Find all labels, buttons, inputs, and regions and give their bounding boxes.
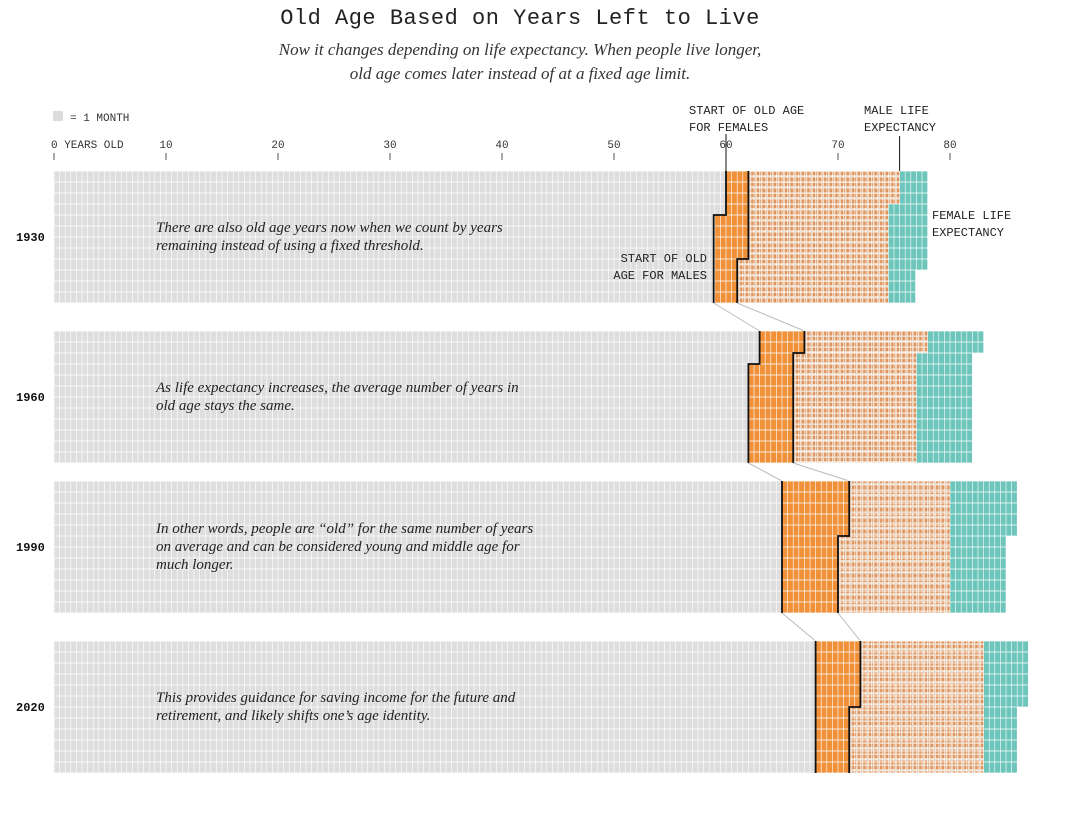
panel-text-line: This provides guidance for saving income… (156, 690, 516, 706)
row-old-age-segment (737, 281, 889, 292)
annotation-male-life-expectancy: MALE LIFE (864, 104, 929, 118)
row-after-male-segment (888, 292, 916, 303)
year-label-1990: 1990 (16, 541, 45, 555)
panel-connector-line (781, 612, 816, 642)
x-tick-label: 10 (159, 140, 172, 152)
row-after-male-segment (888, 270, 916, 281)
annotation-male-old-age-start: START OF OLD (621, 252, 707, 266)
year-label-2020: 2020 (16, 701, 45, 715)
x-tick-label: 50 (607, 140, 620, 152)
row-pre-old-age (54, 248, 714, 259)
row-gap-segment (713, 226, 749, 237)
row-after-male-segment (888, 215, 928, 226)
panel-text-line: on average and can be considered young a… (156, 539, 520, 555)
row-pre-old-age (54, 259, 714, 270)
row-old-age-segment (737, 270, 889, 281)
row-after-male-segment (888, 204, 928, 215)
row-old-age-segment (748, 182, 900, 193)
x-tick-label: 0 YEARS OLD (51, 140, 124, 152)
row-old-age-segment (748, 215, 889, 226)
panel-1990: 1990 In other words, people are “old” for… (16, 480, 1018, 642)
row-gap-segment (713, 292, 738, 303)
female-old-age-boundary (712, 171, 727, 303)
panel-text-line: There are also old age years now when we… (156, 220, 503, 236)
x-axis: 0 YEARS OLD 10 20 30 40 50 60 70 80 (51, 140, 957, 160)
panel-connector-line (837, 612, 861, 642)
row-gap-segment (713, 237, 749, 248)
male-old-age-boundary (792, 331, 806, 463)
chart-subtitle: Now it changes depending on life expecta… (0, 38, 1040, 86)
chart-title: Old Age Based on Years Left to Live (280, 6, 760, 31)
row-after-male-segment (888, 259, 928, 270)
subtitle-line-2: old age comes later instead of at a fixe… (349, 64, 691, 83)
subtitle-line-1: Now it changes depending on life expecta… (278, 40, 762, 59)
x-tick-label: 30 (383, 140, 396, 152)
annotations: START OF OLD AGE FOR FEMALES MALE LIFE EXPE… (613, 104, 1011, 283)
row-old-age-segment (748, 204, 889, 215)
panel-text-line: remaining instead of using a fixed thres… (156, 238, 424, 254)
row-after-male-segment (899, 182, 928, 193)
row-gap-segment (713, 259, 738, 270)
waffle-grid (53, 640, 1029, 774)
annotation-female-old-age-start: START OF OLD AGE (689, 104, 804, 118)
row-old-age-segment (748, 171, 900, 182)
panel-text-line: much longer. (156, 557, 234, 573)
row-gap-segment (713, 270, 738, 281)
row-after-male-segment (888, 237, 928, 248)
x-tick-label: 20 (271, 140, 284, 152)
panel-connector-line (737, 302, 805, 332)
row-old-age-segment (737, 292, 889, 303)
panel-connector-line (793, 462, 850, 482)
panel-1960: 1960 As life expectancy increases, the av… (16, 330, 984, 482)
year-label-1930: 1930 (16, 231, 45, 245)
panel-text-line: As life expectancy increases, the averag… (155, 380, 519, 396)
x-tick-label: 40 (495, 140, 508, 152)
row-after-male-segment (899, 193, 928, 204)
x-tick-label: 70 (831, 140, 844, 152)
panel-connector-line (748, 462, 783, 482)
male-old-age-boundary (736, 171, 750, 303)
row-pre-old-age (54, 215, 714, 226)
annotation-female-life-expectancy: EXPECTANCY (932, 226, 1004, 240)
row-after-male-segment (888, 248, 928, 259)
row-after-male-segment (899, 171, 928, 182)
waffle-grid (53, 480, 1018, 614)
row-old-age-segment (748, 226, 889, 237)
panel-text-line: old age stays the same. (156, 398, 295, 414)
annotation-female-old-age-start: FOR FEMALES (689, 121, 768, 135)
row-after-male-segment (888, 281, 916, 292)
female-old-age-boundary (747, 331, 761, 463)
annotation-male-life-expectancy: EXPECTANCY (864, 121, 936, 135)
panel-1930: 1930 There are also old age years now whe… (16, 170, 928, 332)
row-after-male-segment (888, 226, 928, 237)
row-gap-segment (713, 215, 749, 226)
male-old-age-boundary (837, 481, 851, 613)
row-gap-segment (713, 281, 738, 292)
legend-label: = 1 MONTH (70, 113, 129, 125)
row-old-age-segment (748, 248, 889, 259)
panel-text-line: retirement, and likely shifts one’s age … (156, 708, 430, 724)
annotation-male-old-age-start: AGE FOR MALES (613, 269, 707, 283)
legend-swatch (53, 111, 63, 121)
panel-text-line: In other words, people are “old” for the… (155, 521, 533, 537)
row-old-age-segment (737, 259, 889, 270)
row-pre-old-age (54, 237, 714, 248)
row-gap-segment (713, 248, 749, 259)
row-old-age-segment (748, 237, 889, 248)
waffle-grid (53, 170, 928, 304)
row-pre-old-age (54, 270, 714, 281)
panel-2020: 2020 This provides guidance for saving in… (16, 640, 1029, 774)
panel-connector-line (713, 302, 760, 332)
row-pre-old-age (54, 226, 714, 237)
row-pre-old-age (54, 281, 714, 292)
waffle-grid (53, 330, 984, 464)
year-label-1960: 1960 (16, 391, 45, 405)
male-old-age-boundary (848, 641, 862, 773)
annotation-female-life-expectancy: FEMALE LIFE (932, 209, 1011, 223)
row-old-age-segment (748, 193, 900, 204)
row-pre-old-age (54, 292, 714, 303)
legend: = 1 MONTH (53, 111, 129, 125)
x-tick-label: 80 (943, 140, 956, 152)
